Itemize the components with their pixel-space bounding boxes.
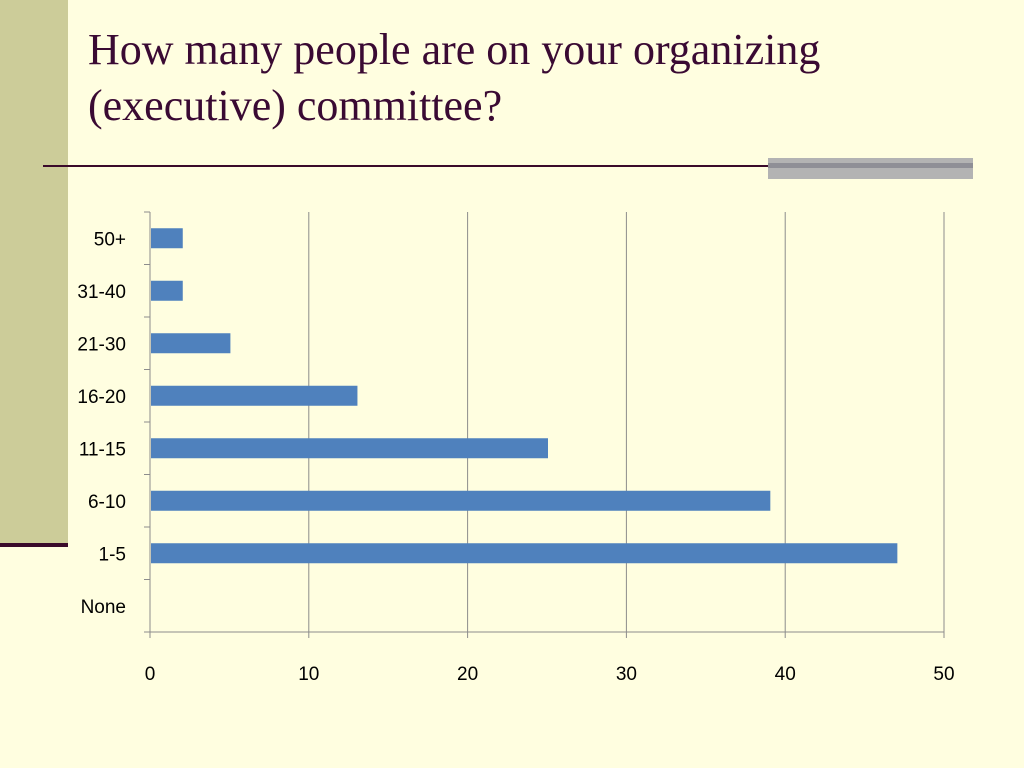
bar-1-5 xyxy=(151,543,898,564)
x-tick-label: 10 xyxy=(298,664,319,685)
x-tick-label: 30 xyxy=(616,664,637,685)
x-axis: 0 10 20 30 40 50 xyxy=(145,631,955,685)
side-decoration-bar xyxy=(0,0,68,545)
title-accent-stripe xyxy=(768,163,973,168)
bar-16-20 xyxy=(151,385,358,406)
y-axis: None 1-5 6-10 11-15 16-20 21-30 31-40 50+ xyxy=(77,211,151,633)
y-category-label: 1-5 xyxy=(99,544,126,565)
bar-21-30 xyxy=(151,333,231,354)
bar-6-10 xyxy=(151,490,771,511)
y-category-label: 11-15 xyxy=(79,439,126,460)
y-category-label: None xyxy=(81,597,126,618)
side-decoration-line xyxy=(0,543,68,547)
y-category-label: 6-10 xyxy=(88,492,126,513)
gridlines xyxy=(308,212,945,632)
bars xyxy=(151,228,898,564)
slide-title: How many people are on your organizing (… xyxy=(88,25,821,130)
y-category-label: 50+ xyxy=(94,229,126,250)
y-category-label: 21-30 xyxy=(77,334,126,355)
x-tick-label: 40 xyxy=(775,664,796,685)
bar-31-40 xyxy=(151,280,183,301)
title-divider xyxy=(43,165,973,167)
y-category-label: 16-20 xyxy=(77,387,126,408)
x-tick-label: 50 xyxy=(933,664,954,685)
x-tick-label: 0 xyxy=(145,664,156,685)
bar-50+ xyxy=(151,228,183,249)
bar-11-15 xyxy=(151,438,548,459)
y-category-label: 31-40 xyxy=(77,282,126,303)
x-tick-label: 20 xyxy=(457,664,478,685)
